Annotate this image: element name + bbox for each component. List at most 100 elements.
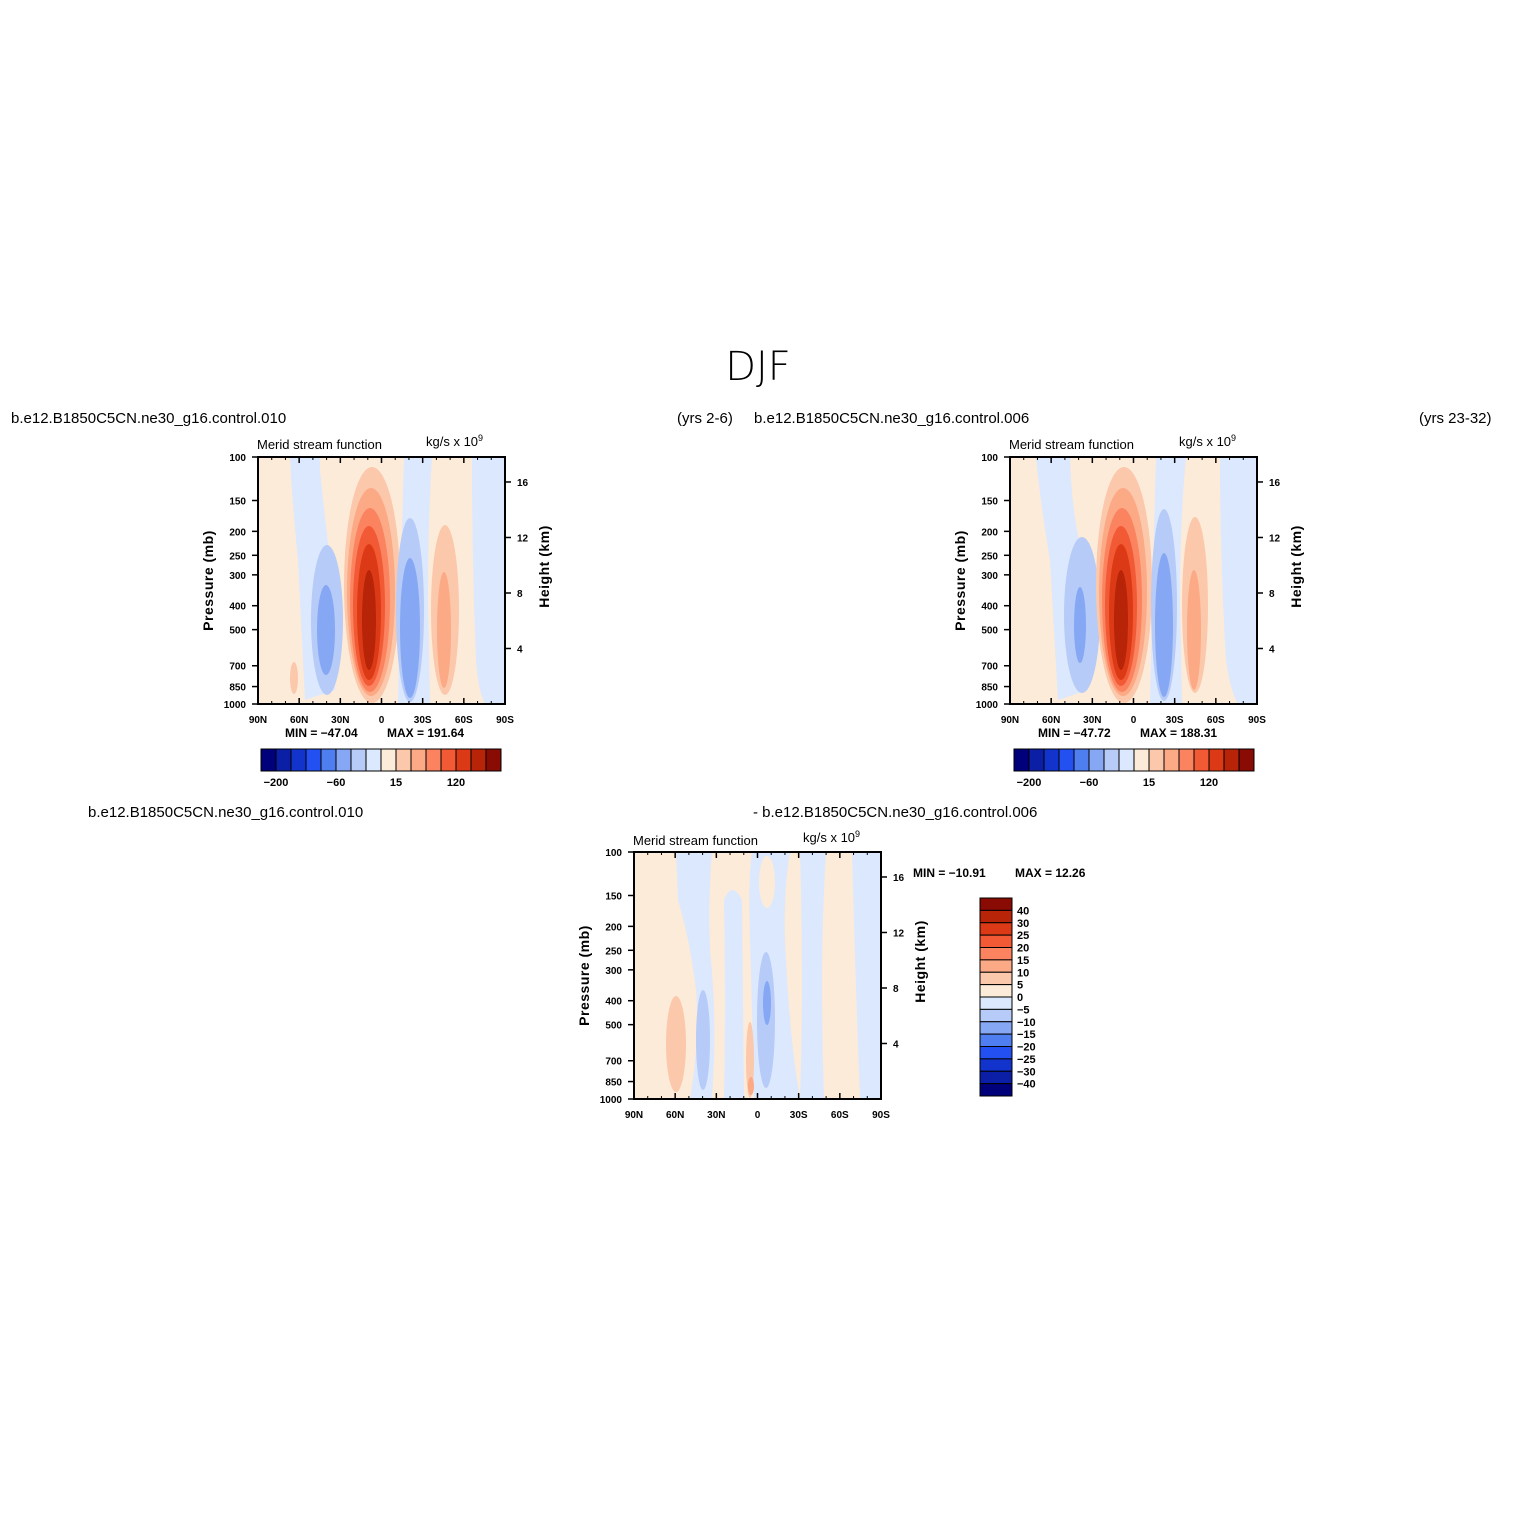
panel-b-plot-area xyxy=(1010,457,1257,704)
y-tick-label: 200 xyxy=(605,922,622,933)
colorbar-label: 120 xyxy=(447,777,465,789)
panel-a-contour-band xyxy=(362,570,376,670)
colorbar-swatch xyxy=(979,922,1013,936)
y-tick-label: 850 xyxy=(981,683,998,694)
panel-a-contour-band xyxy=(437,572,451,688)
colorbar-swatch xyxy=(1238,748,1255,772)
panel-c-contour-band xyxy=(748,1077,754,1095)
panel-c-contour-band xyxy=(759,856,775,908)
colorbar-swatch xyxy=(290,748,307,772)
colorbar-swatch xyxy=(1073,748,1090,772)
y-right-tick-label: 16 xyxy=(1269,478,1281,489)
panel-control-010: b.e12.B1850C5CN.ne30_g16.control.010 (yr… xyxy=(11,410,733,789)
colorbar-swatch xyxy=(979,1008,1013,1023)
colorbar-label: 15 xyxy=(1017,955,1029,967)
x-tick-label: 60S xyxy=(831,1110,849,1121)
colorbar-swatch xyxy=(1088,748,1105,772)
colorbar-label: −60 xyxy=(327,777,346,789)
panel-b-variable: Merid stream function xyxy=(1009,437,1134,452)
colorbar-label: 20 xyxy=(1017,943,1029,955)
colorbar-swatch xyxy=(979,1033,1013,1047)
y-tick-label: 250 xyxy=(229,551,246,562)
x-tick-label: 90N xyxy=(625,1110,643,1121)
colorbar-swatch xyxy=(1148,748,1165,772)
y-tick-label: 500 xyxy=(605,1021,622,1032)
panel-a-axes: 90N 60N 30N 0 30S 60S 90S 100 150 200 250 300 400 500… xyxy=(200,453,552,726)
colorbar-label: −200 xyxy=(1017,777,1042,789)
colorbar-swatch xyxy=(979,996,1013,1010)
colorbar-swatch xyxy=(440,748,457,772)
colorbar-swatch xyxy=(979,934,1013,948)
panel-control-006: b.e12.B1850C5CN.ne30_g16.control.006 (yr… xyxy=(754,410,1492,789)
panel-difference: b.e12.B1850C5CN.ne30_g16.control.010 - b… xyxy=(88,804,1086,1121)
colorbar-swatch xyxy=(1208,748,1225,772)
colorbar-label: 15 xyxy=(390,777,402,789)
x-tick-label: 60N xyxy=(666,1110,684,1121)
colorbar-label: −15 xyxy=(1017,1029,1036,1041)
colorbar-swatch xyxy=(1193,748,1210,772)
x-tick-label: 30S xyxy=(790,1110,808,1121)
panel-a-contour-band xyxy=(472,457,505,704)
y-tick-label: 700 xyxy=(605,1057,622,1068)
colorbar-swatch xyxy=(979,897,1013,911)
colorbar-swatch xyxy=(979,959,1013,973)
y-right-tick-label: 8 xyxy=(1269,589,1275,600)
y-tick-label: 250 xyxy=(981,551,998,562)
colorbar-swatch xyxy=(410,748,427,772)
panel-b-axes: 90N 60N 30N 0 30S 60S 90S 100 150 200 250 300 400 500… xyxy=(952,453,1304,726)
y-tick-label: 150 xyxy=(981,496,998,507)
y-tick-label: 400 xyxy=(981,602,998,613)
colorbar-label: −20 xyxy=(1017,1042,1036,1054)
panel-a-contour-band xyxy=(290,662,298,694)
colorbar-swatch xyxy=(395,748,412,772)
x-tick-label: 0 xyxy=(755,1110,761,1121)
x-tick-label: 30N xyxy=(1083,715,1101,726)
panel-c-variable: Merid stream function xyxy=(633,833,758,848)
colorbar-label: 15 xyxy=(1143,777,1155,789)
colorbar-label: −5 xyxy=(1017,1004,1030,1016)
figure-title: DJF xyxy=(725,344,791,390)
colorbar-swatch xyxy=(305,748,322,772)
colorbar-swatch xyxy=(979,984,1013,998)
y-tick-label: 700 xyxy=(229,662,246,673)
y-tick-label: 1000 xyxy=(224,700,247,711)
y-tick-label: 200 xyxy=(229,527,246,538)
x-tick-label: 0 xyxy=(1131,715,1137,726)
colorbar-swatch xyxy=(335,748,352,772)
y-axis-title: Pressure (mb) xyxy=(200,530,216,631)
colorbar-label: 40 xyxy=(1017,905,1029,917)
colorbar-swatch xyxy=(1013,748,1030,772)
y-right-axis-title: Height (km) xyxy=(1288,525,1304,608)
colorbar-swatch xyxy=(979,1021,1013,1035)
colorbar-label: −200 xyxy=(264,777,289,789)
panel-b-contour-band xyxy=(1155,553,1173,697)
colorbar-swatch xyxy=(470,748,487,772)
y-tick-label: 850 xyxy=(605,1078,622,1089)
colorbar-label: 0 xyxy=(1017,992,1023,1004)
colorbar-swatch xyxy=(979,1083,1013,1097)
y-tick-label: 300 xyxy=(229,571,246,582)
panel-b-contour-band xyxy=(1187,570,1201,690)
panel-a-case-name: b.e12.B1850C5CN.ne30_g16.control.010 xyxy=(11,410,286,427)
panel-a-contour-band xyxy=(400,558,420,698)
panel-a-variable: Merid stream function xyxy=(257,437,382,452)
colorbar-swatch xyxy=(485,748,502,772)
x-tick-label: 60N xyxy=(1042,715,1060,726)
colorbar-swatch xyxy=(350,748,367,772)
y-tick-label: 100 xyxy=(981,453,998,464)
y-tick-label: 500 xyxy=(981,626,998,637)
x-tick-label: 90S xyxy=(872,1110,890,1121)
y-axis-title: Pressure (mb) xyxy=(952,530,968,631)
y-right-tick-label: 4 xyxy=(893,1039,899,1050)
colorbar-label: −30 xyxy=(1017,1066,1036,1078)
panel-a-contour-band xyxy=(317,585,335,675)
colorbar-swatch xyxy=(380,748,397,772)
colorbar-label: −40 xyxy=(1017,1079,1036,1091)
colorbar-swatch xyxy=(260,748,277,772)
colorbar-swatch xyxy=(1223,748,1240,772)
y-tick-label: 300 xyxy=(981,571,998,582)
colorbar-swatch xyxy=(1103,748,1120,772)
y-tick-label: 850 xyxy=(229,683,246,694)
y-tick-label: 300 xyxy=(605,966,622,977)
